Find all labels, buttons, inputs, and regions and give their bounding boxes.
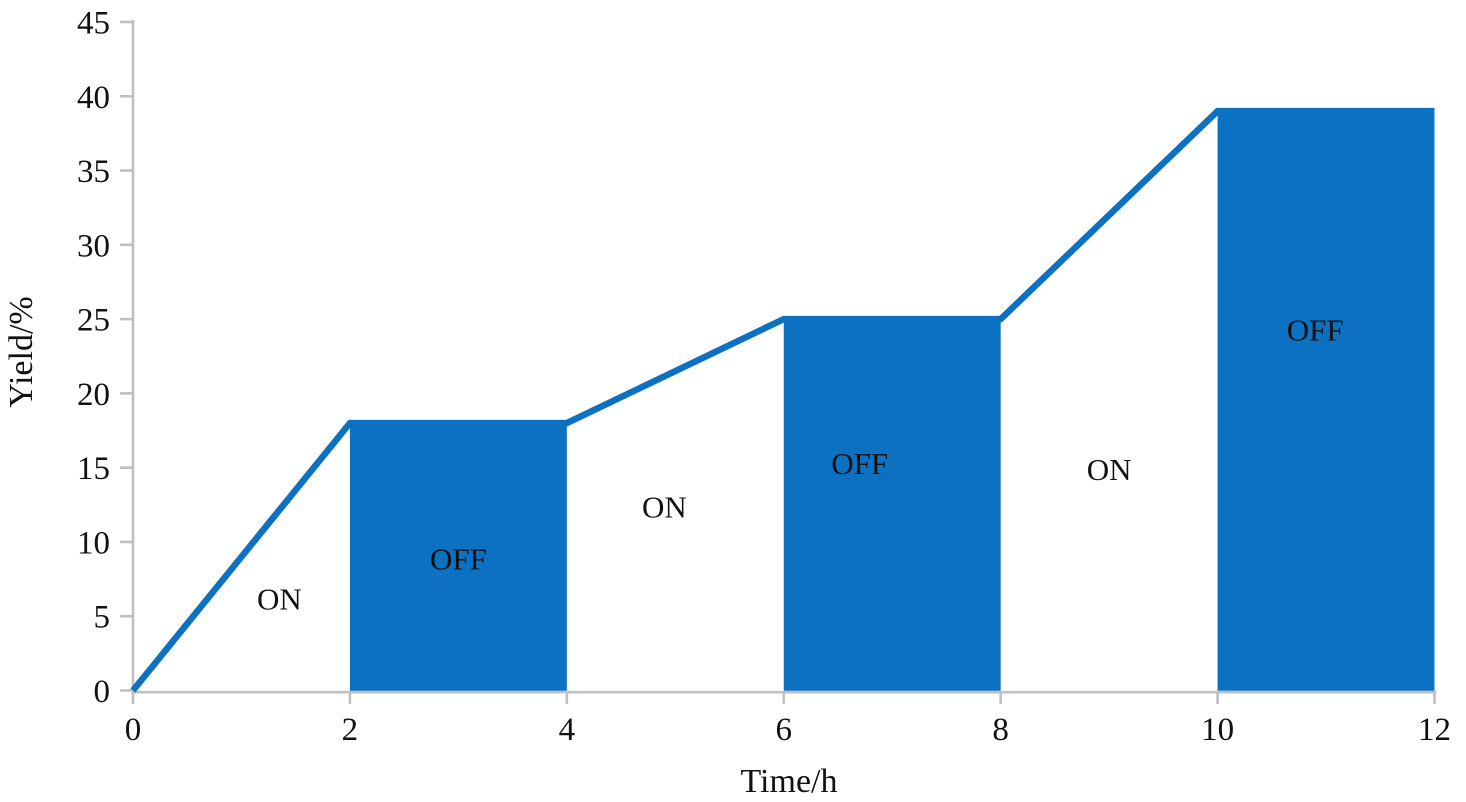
y-tick-label: 35 bbox=[77, 154, 110, 190]
x-tick-label: 10 bbox=[1201, 712, 1234, 748]
off-period-label: OFF bbox=[831, 446, 888, 481]
y-tick-label: 40 bbox=[77, 80, 110, 116]
yield-line bbox=[130, 107, 1435, 693]
x-tick-label: 0 bbox=[125, 712, 142, 748]
x-tick-label: 12 bbox=[1418, 712, 1451, 748]
off-period-block bbox=[783, 319, 1001, 691]
y-tick-label: 0 bbox=[94, 674, 111, 710]
x-tick-label: 2 bbox=[342, 712, 359, 748]
off-period-block bbox=[1217, 111, 1435, 691]
x-axis-title: Time/h bbox=[740, 763, 837, 800]
y-tick-label: 30 bbox=[77, 228, 110, 264]
x-tick-label: 6 bbox=[776, 712, 793, 748]
on-period-label: ON bbox=[257, 581, 302, 616]
off-period-label: OFF bbox=[1287, 313, 1344, 348]
y-tick-label: 15 bbox=[77, 451, 110, 487]
y-tick-label: 5 bbox=[94, 600, 111, 636]
off-period-label: OFF bbox=[430, 541, 487, 576]
on-period-label: ON bbox=[642, 489, 687, 524]
y-axis-title: Yield/% bbox=[3, 296, 40, 407]
on-period-label: ON bbox=[1087, 452, 1132, 487]
y-tick-label: 45 bbox=[77, 6, 110, 42]
x-tick-label: 4 bbox=[559, 712, 576, 748]
x-tick-label: 8 bbox=[992, 712, 1009, 748]
y-tick-label: 20 bbox=[77, 377, 110, 413]
y-tick-label: 25 bbox=[77, 303, 110, 339]
off-period-block bbox=[349, 423, 567, 691]
y-tick-label: 10 bbox=[77, 525, 110, 561]
